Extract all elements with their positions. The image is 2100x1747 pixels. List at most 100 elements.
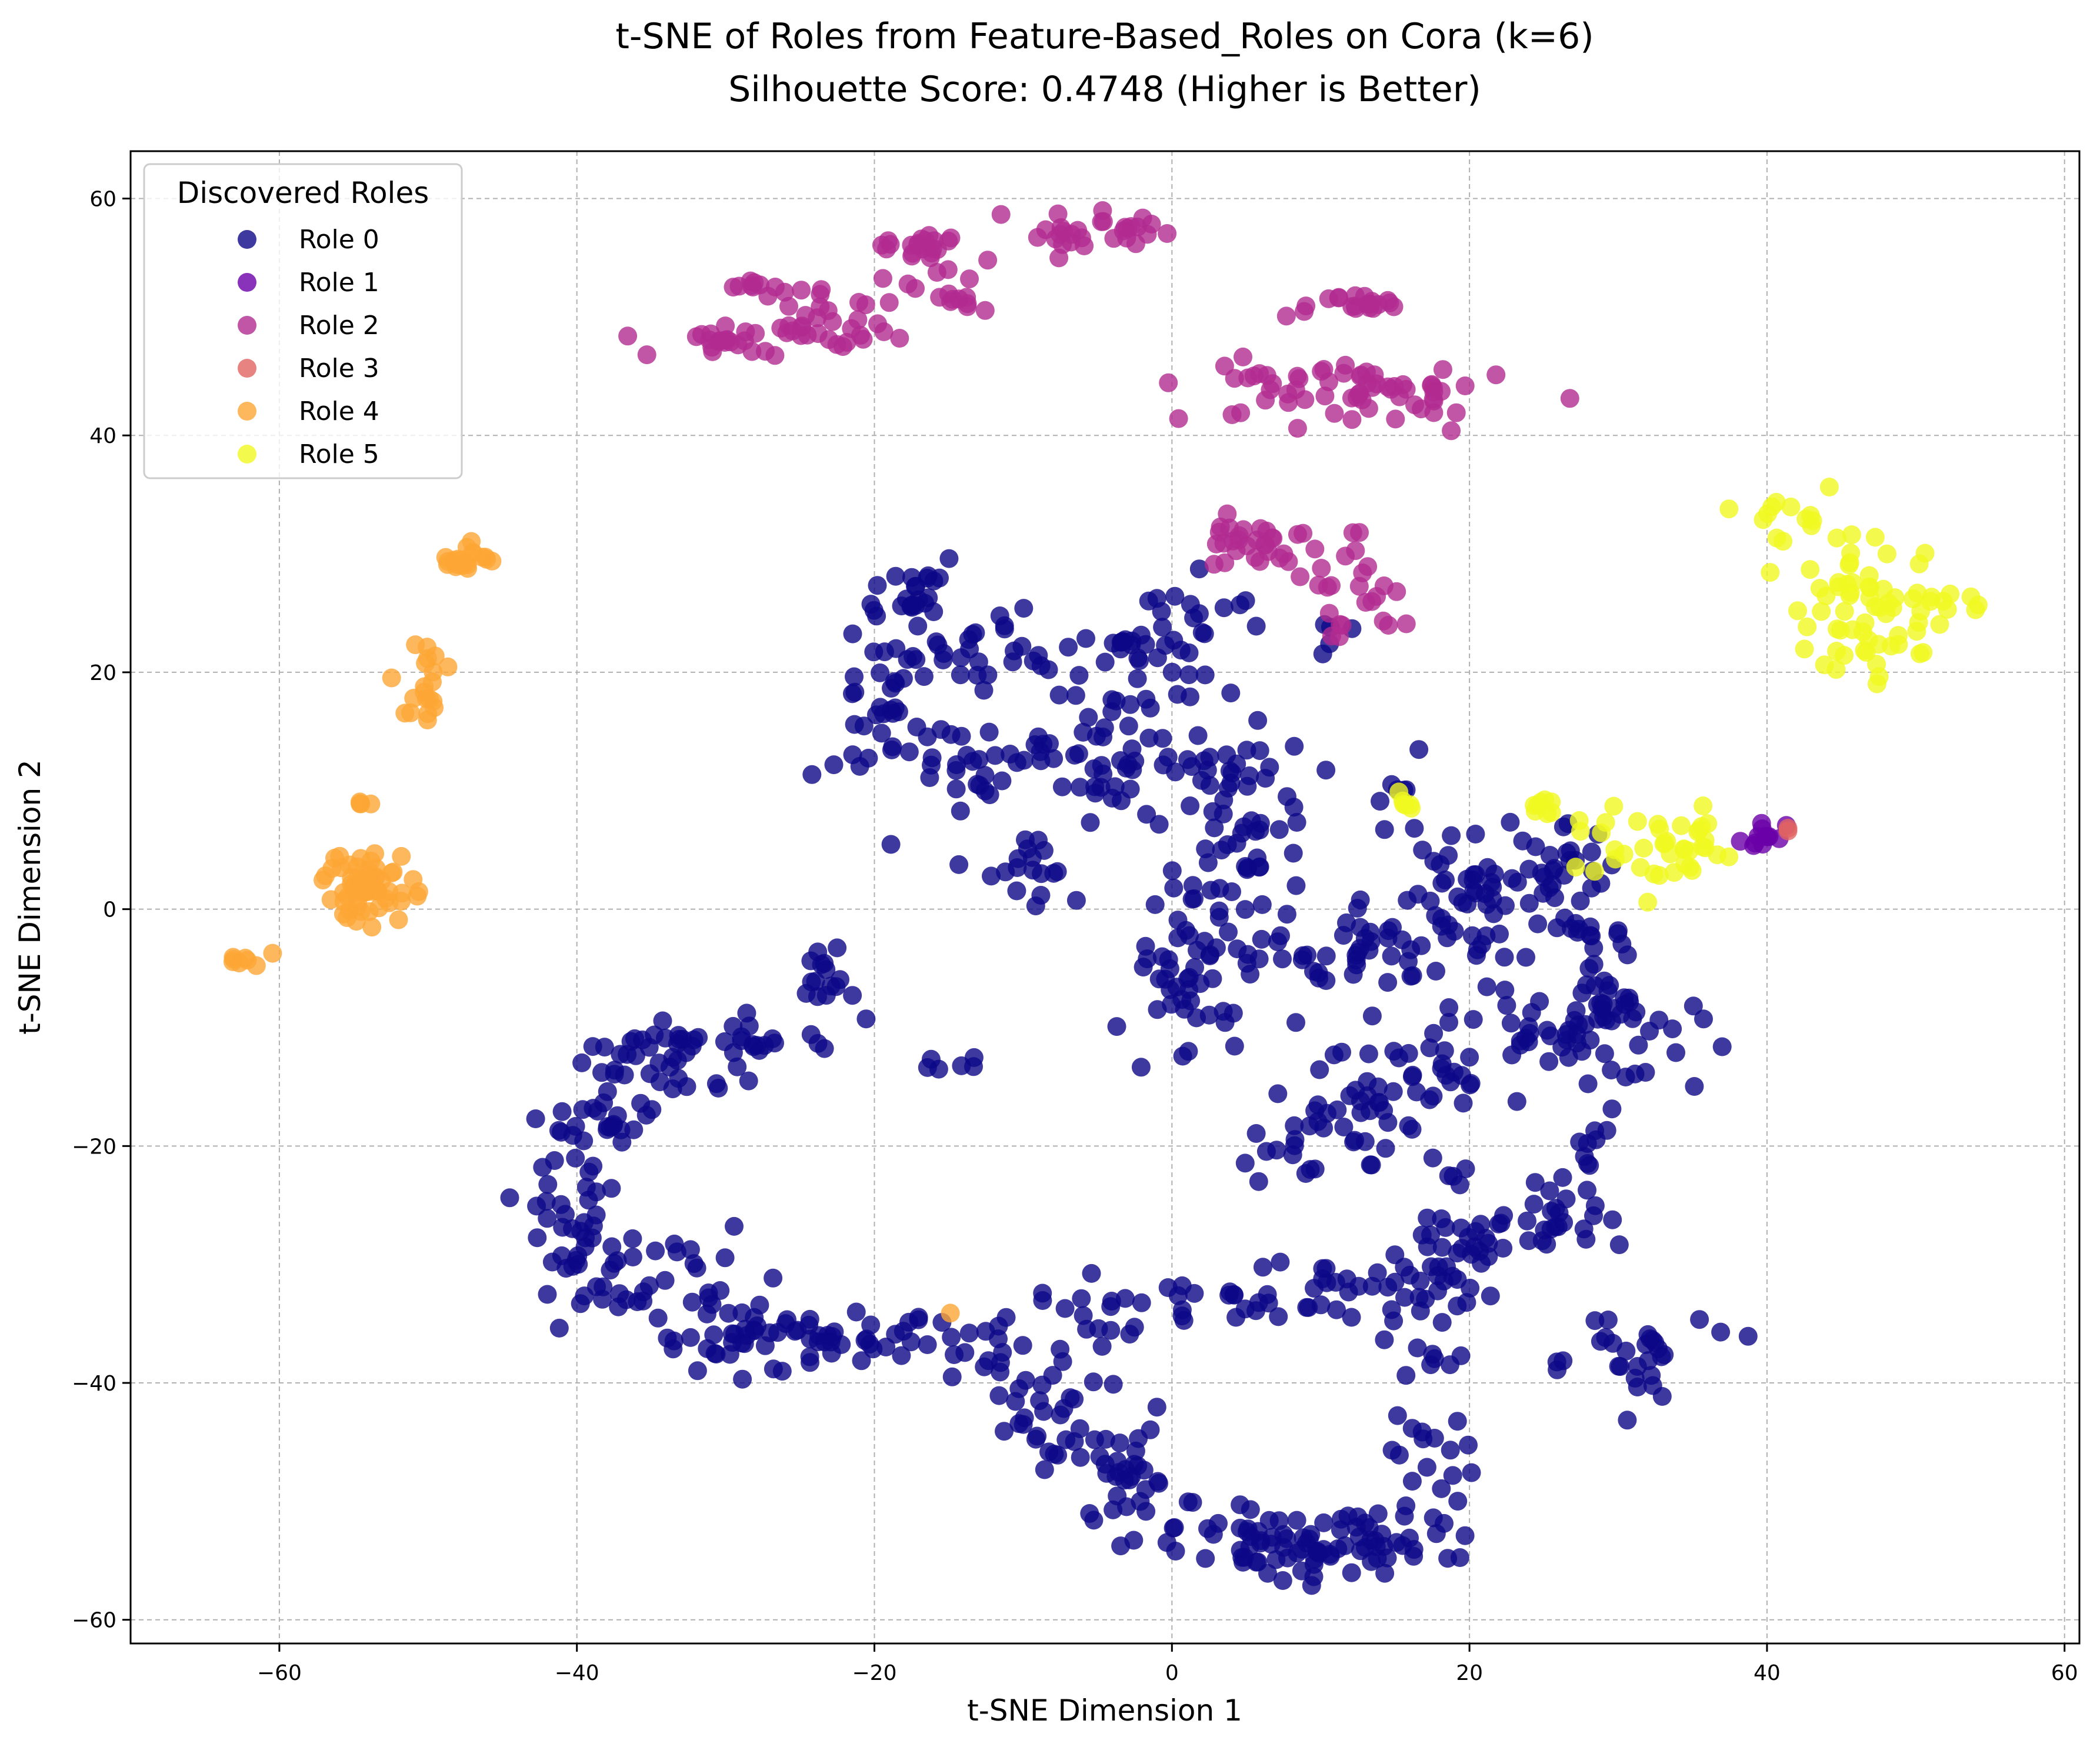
data-point [1424,1023,1444,1043]
data-point [1256,391,1275,410]
data-point [952,726,971,746]
data-point [1457,1293,1476,1312]
x-tick-label: 20 [1456,1661,1483,1685]
data-point [660,1058,679,1077]
data-point [942,1367,962,1386]
data-point [1619,988,1639,1008]
data-point [382,668,401,688]
data-point [1816,586,1836,606]
data-point [1278,787,1296,806]
data-point [1568,922,1587,942]
data-point [1538,1021,1557,1040]
data-point [1465,1237,1484,1256]
data-point [1596,813,1615,832]
data-point [689,1028,708,1047]
y-tick-label: 60 [89,188,116,212]
data-point [1490,924,1509,943]
data-point [1379,616,1398,635]
data-point [1162,861,1182,881]
data-point [1629,1035,1648,1055]
data-point [1511,1035,1530,1055]
data-point [1628,812,1647,831]
data-point [1044,864,1064,883]
data-point [1468,940,1487,959]
data-point [902,568,921,587]
data-point [572,1053,592,1072]
data-point [677,1077,696,1096]
data-point [974,681,994,700]
data-point [894,669,913,688]
data-point [1128,669,1147,688]
data-point [1251,519,1270,538]
data-point [1119,716,1138,736]
data-point [1141,1420,1160,1439]
data-point [1049,685,1069,705]
data-point [879,293,899,312]
data-point [1084,1372,1103,1392]
data-point [1258,1285,1277,1304]
data-point [1554,817,1573,836]
data-point [724,1016,743,1036]
data-point [1582,842,1601,862]
data-point [1575,1147,1594,1166]
data-point [618,326,638,346]
data-point [663,1079,682,1099]
data-point [1433,360,1452,379]
data-point [1005,641,1024,661]
data-point [1495,948,1514,967]
data-point [1738,1326,1758,1346]
data-point [763,1029,782,1048]
data-point [1362,1276,1382,1296]
data-point [843,986,862,1005]
data-point [1316,1259,1336,1278]
data-point [1412,1225,1432,1245]
data-point [1578,1181,1596,1200]
data-point [1877,544,1896,564]
data-point [1166,1542,1185,1561]
data-point [1578,1074,1598,1093]
data-point [1519,1231,1538,1251]
data-point [1224,1285,1244,1304]
data-point [1115,1289,1135,1308]
data-point [1231,595,1249,615]
data-point [874,704,894,724]
y-tick-label: −60 [72,1609,116,1633]
data-point [1335,1536,1355,1555]
data-point [843,745,862,765]
data-point [1362,1155,1381,1175]
data-point [775,282,794,302]
data-point [1288,525,1307,544]
data-point [1182,757,1201,776]
data-point [1250,741,1269,761]
data-point [538,1175,558,1194]
data-point [1226,1308,1246,1327]
data-point [334,892,354,911]
data-point [1222,405,1242,424]
data-point [1334,926,1353,945]
data-point [1048,204,1068,224]
data-point [1442,826,1461,845]
data-point [1249,1172,1268,1191]
data-point [1192,771,1211,790]
data-point [951,801,970,821]
data-point [899,742,919,762]
data-point [1269,1307,1288,1326]
data-point [1141,698,1160,718]
data-point [1229,526,1249,545]
data-point [1238,776,1257,796]
data-point [1409,740,1429,759]
data-point [1571,891,1590,911]
data-point [1074,1306,1093,1325]
data-point [1054,1399,1074,1418]
data-point [822,1327,842,1346]
data-point [1112,791,1131,811]
data-point [1086,784,1105,803]
data-point [821,976,841,996]
data-point [1423,1148,1442,1168]
data-point [1405,819,1424,838]
data-point [1195,665,1215,685]
data-point [549,1318,569,1338]
data-point [1033,1291,1052,1310]
data-point [697,1304,716,1323]
data-point [1104,1375,1123,1394]
